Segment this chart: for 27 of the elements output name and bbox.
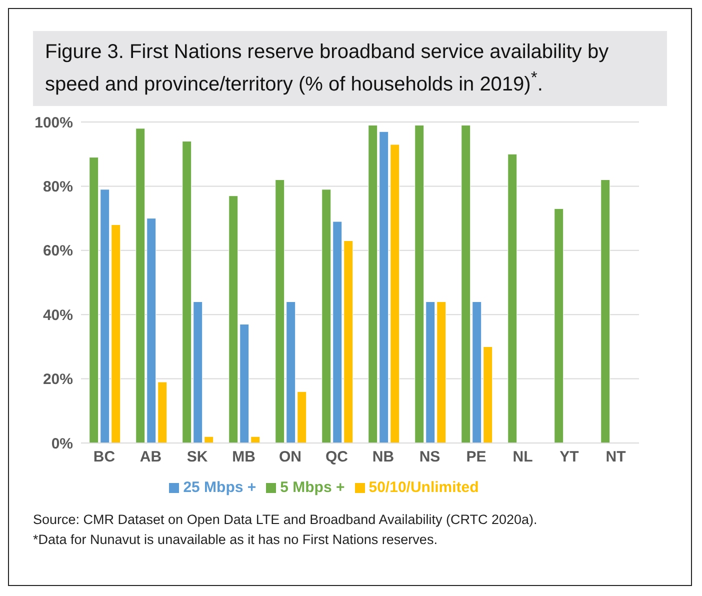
x-tick-label: SK [186,448,208,466]
text: *Data for Nunavut is unavailable as it has no First Nations reserves. [33,532,438,547]
x-tick-label: NT [606,448,626,466]
x-tick-label: YT [560,448,579,466]
x-tick-label: MB [232,448,256,466]
bar [508,154,518,443]
y-tick-label: 60% [42,242,73,260]
x-tick-label: BC [93,448,116,466]
legend-label: 25 Mbps + [183,478,256,496]
x-tick-label: NS [419,448,440,466]
source-note: Source: CMR Dataset on Open Data LTE and Broadband Availability (CRTC 2020a). [33,512,538,527]
y-tick-label: 80% [42,178,73,196]
x-tick-label: NB [372,448,394,466]
y-tick-label: 40% [42,306,73,324]
x-tick-label: PE [466,448,486,466]
y-tick-label: 0% [51,434,73,452]
legend-label: 50/10/Unlimited [368,478,479,496]
x-tick-label: NL [512,448,533,466]
legend-label: 5 Mbps + [280,478,345,496]
x-tick-label: QC [326,448,348,466]
bar [554,208,564,443]
y-tick-label: 20% [42,370,73,388]
x-tick-label: ON [279,448,302,466]
bar [600,179,610,443]
y-tick-label: 100% [34,114,73,131]
x-tick-label: AB [140,448,162,466]
chart-title: Figure 3. First Nations reserve broadband service availability by speed and province/territory (% of households in 2019)$^{*}$. [45,41,609,96]
